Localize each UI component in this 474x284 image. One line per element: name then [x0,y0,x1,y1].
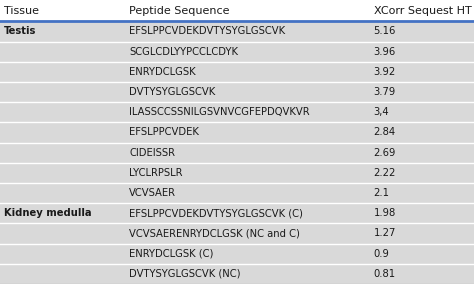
Text: VCVSAER: VCVSAER [129,188,176,198]
Text: 5.16: 5.16 [374,26,396,36]
Bar [0,244,474,264]
Bar [0,0,474,21]
Text: Kidney medulla: Kidney medulla [4,208,91,218]
Bar [0,163,474,183]
Text: 2.69: 2.69 [374,148,396,158]
Text: DVTYSYGLGSCVK (NC): DVTYSYGLGSCVK (NC) [129,269,241,279]
Text: SCGLCDLYYPCCLCDYK: SCGLCDLYYPCCLCDYK [129,47,238,57]
Text: Tissue: Tissue [4,6,39,16]
Bar [0,41,474,62]
Bar [0,183,474,203]
Text: 3.79: 3.79 [374,87,396,97]
Text: XCorr Sequest HT: XCorr Sequest HT [374,6,471,16]
Text: DVTYSYGLGSCVK: DVTYSYGLGSCVK [129,87,216,97]
Bar [0,102,474,122]
Text: ENRYDCLGSK: ENRYDCLGSK [129,67,196,77]
Text: 0.9: 0.9 [374,249,389,259]
Text: VCVSAERENRYDCLGSK (NC and C): VCVSAERENRYDCLGSK (NC and C) [129,229,300,239]
Text: 3.96: 3.96 [374,47,396,57]
Text: 1.98: 1.98 [374,208,396,218]
Text: 2.84: 2.84 [374,128,396,137]
Text: 0.81: 0.81 [374,269,396,279]
Text: ILASSCCSSNILGSVNVCGFEPDQVKVR: ILASSCCSSNILGSVNVCGFEPDQVKVR [129,107,310,117]
Text: 3,4: 3,4 [374,107,389,117]
Text: 1.27: 1.27 [374,229,396,239]
Text: LYCLRPSLR: LYCLRPSLR [129,168,183,178]
Bar [0,203,474,224]
Bar [0,264,474,284]
Text: EFSLPPCVDEKDVTYSYGLGSCVK: EFSLPPCVDEKDVTYSYGLGSCVK [129,26,285,36]
Text: CIDEISSR: CIDEISSR [129,148,175,158]
Text: ENRYDCLGSK (C): ENRYDCLGSK (C) [129,249,214,259]
Bar [0,62,474,82]
Text: 2.22: 2.22 [374,168,396,178]
Bar [0,82,474,102]
Bar [0,122,474,143]
Bar [0,21,474,41]
Text: 3.92: 3.92 [374,67,396,77]
Bar [0,224,474,244]
Text: EFSLPPCVDEK: EFSLPPCVDEK [129,128,199,137]
Text: Peptide Sequence: Peptide Sequence [129,6,230,16]
Text: 2.1: 2.1 [374,188,390,198]
Text: Testis: Testis [4,26,36,36]
Bar [0,143,474,163]
Text: EFSLPPCVDEKDVTYSYGLGSCVK (C): EFSLPPCVDEKDVTYSYGLGSCVK (C) [129,208,303,218]
